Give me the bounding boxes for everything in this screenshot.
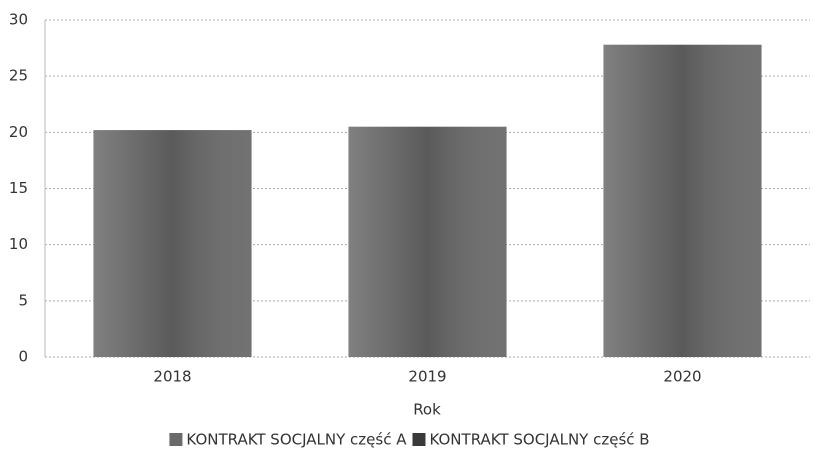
y-tick-label: 0: [18, 348, 28, 366]
bar-shade: [603, 44, 762, 358]
y-tick-label: 15: [9, 179, 28, 197]
y-tick-label: 25: [9, 67, 28, 85]
x-tick-label: 2020: [663, 368, 701, 386]
legend-swatch: [169, 433, 183, 446]
legend-swatch: [412, 433, 426, 446]
y-tick-label: 10: [9, 235, 28, 253]
x-axis-label: Rok: [413, 401, 441, 419]
y-tick-label: 30: [9, 11, 28, 29]
y-tick-label: 20: [9, 123, 28, 141]
bar-shade: [348, 126, 507, 357]
x-tick-label: 2018: [153, 368, 191, 386]
y-tick-label: 5: [18, 291, 28, 309]
legend-label: KONTRAKT SOCJALNY część B: [429, 431, 649, 449]
legend-label: KONTRAKT SOCJALNY część A: [186, 431, 407, 449]
x-tick-label: 2019: [408, 368, 446, 386]
bar-shade: [93, 130, 252, 357]
